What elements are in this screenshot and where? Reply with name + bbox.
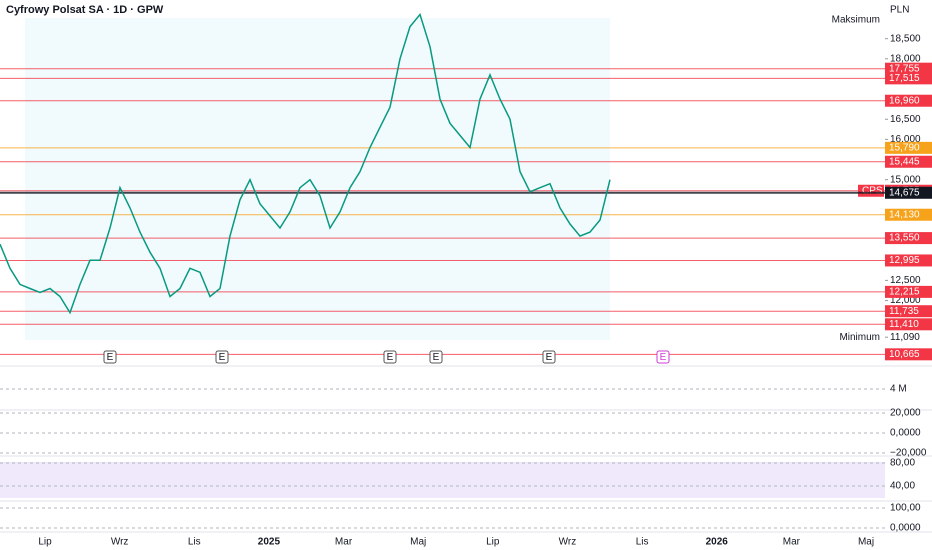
pane-tick-label: 100,00 bbox=[890, 503, 921, 514]
pane-tick-label: 0,0000 bbox=[890, 523, 921, 534]
rsi-band bbox=[0, 462, 885, 498]
pane-tick-label: 4 M bbox=[890, 384, 907, 395]
level-label-box bbox=[885, 155, 932, 168]
x-tick-label: Lip bbox=[486, 537, 500, 548]
x-tick-label: 2025 bbox=[258, 537, 281, 548]
x-tick-label: Wrz bbox=[111, 537, 129, 548]
x-tick-label: Mar bbox=[783, 537, 801, 548]
pane-tick-label: 0,0000 bbox=[890, 428, 921, 439]
y-tick-label: 12,500 bbox=[890, 275, 921, 286]
pane-tick-label: 20,000 bbox=[890, 408, 921, 419]
minimum-text: Minimum bbox=[839, 332, 880, 343]
level-label: 11,735 bbox=[889, 306, 919, 317]
x-tick-label: Wrz bbox=[559, 537, 577, 548]
level-label-box bbox=[885, 141, 932, 154]
level-label-box bbox=[885, 94, 932, 107]
y-tick-label: 16,000 bbox=[890, 134, 921, 145]
level-label-box bbox=[885, 208, 932, 221]
event-marker bbox=[656, 350, 670, 364]
event-marker bbox=[103, 350, 117, 364]
level-label-box bbox=[885, 348, 932, 361]
y-tick-label: 18,500 bbox=[890, 33, 921, 44]
level-label: 16,960 bbox=[889, 95, 920, 106]
event-label: E bbox=[107, 352, 114, 363]
level-label-box bbox=[885, 186, 932, 199]
event-marker bbox=[542, 350, 556, 364]
pane-tick-label: −20,000 bbox=[890, 448, 927, 459]
level-label: 14,130 bbox=[889, 209, 920, 220]
level-label: 12,215 bbox=[889, 287, 920, 298]
level-label: 11,410 bbox=[889, 319, 919, 330]
x-tick-label: Lis bbox=[188, 537, 201, 548]
level-label-box bbox=[885, 285, 932, 298]
level-label: 15,445 bbox=[889, 156, 920, 167]
level-label-box bbox=[885, 305, 932, 318]
chart-title: Cyfrowy Polsat SA · 1D · GPW bbox=[6, 4, 164, 16]
x-tick-label: Maj bbox=[858, 537, 874, 548]
x-tick-label: 2026 bbox=[706, 537, 729, 548]
level-tag: CPS bbox=[862, 185, 883, 196]
event-marker bbox=[383, 350, 397, 364]
pane-tick-label: 40,00 bbox=[890, 481, 915, 492]
price-line bbox=[0, 12, 611, 315]
level-label-box bbox=[885, 72, 932, 85]
event-label: E bbox=[433, 352, 440, 363]
x-tick-label: Mar bbox=[335, 537, 353, 548]
maximum-label: Maksimum bbox=[832, 15, 880, 26]
level-label: 17,755 bbox=[889, 63, 920, 74]
level-label: 14,675 bbox=[889, 187, 920, 198]
x-tick-label: Lis bbox=[636, 537, 649, 548]
level-label: 13,550 bbox=[889, 233, 920, 244]
level-label-box bbox=[885, 232, 932, 245]
level-label: 17,515 bbox=[889, 73, 920, 84]
y-tick-label: 15,000 bbox=[890, 174, 921, 185]
currency: PLN bbox=[890, 5, 909, 16]
level-label-box bbox=[885, 254, 932, 267]
pane-tick-label: 80,00 bbox=[890, 458, 915, 469]
event-label: E bbox=[219, 352, 226, 363]
x-tick-label: Lip bbox=[38, 537, 52, 548]
level-label-box bbox=[885, 318, 932, 331]
event-label: E bbox=[546, 352, 553, 363]
minimum-label: 11,090 bbox=[890, 332, 920, 343]
level-label: 15,790 bbox=[889, 142, 920, 153]
y-tick-label: 12,000 bbox=[890, 295, 921, 306]
range-shade bbox=[25, 18, 610, 340]
level-label-box bbox=[885, 62, 932, 75]
event-label: E bbox=[660, 352, 667, 363]
y-tick-label: 16,500 bbox=[890, 114, 921, 125]
level-label: 10,665 bbox=[889, 349, 920, 360]
y-tick-label: 18,000 bbox=[890, 53, 921, 64]
event-label: E bbox=[387, 352, 394, 363]
level-label: 12,995 bbox=[889, 255, 920, 266]
event-marker bbox=[215, 350, 229, 364]
event-marker bbox=[429, 350, 443, 364]
x-tick-label: Maj bbox=[410, 537, 426, 548]
